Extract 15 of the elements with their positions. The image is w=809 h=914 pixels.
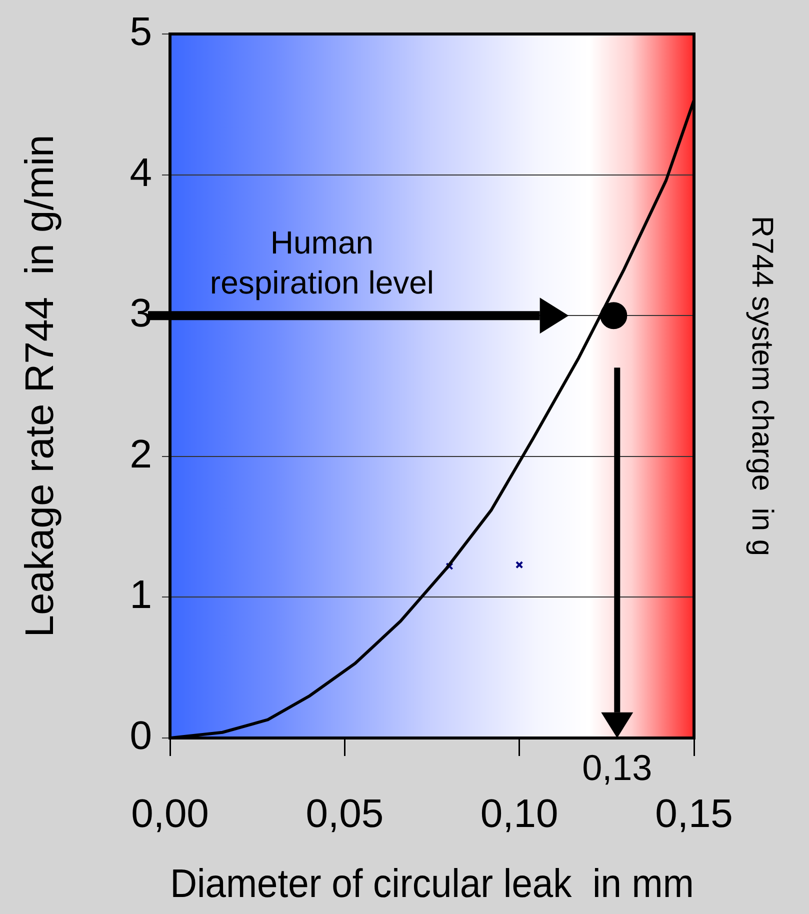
x-tick-label: 0,05 (306, 792, 384, 836)
ref-line-label: 0,13 (582, 746, 652, 788)
y-axis-title: Leakage rate R744 in g/min (18, 134, 62, 638)
y-tick-label: 3 (130, 292, 152, 336)
y-tick-label: 4 (130, 150, 152, 195)
x-tick-label: 0,10 (480, 792, 558, 836)
x-tick-label: 0,15 (655, 792, 733, 836)
y-tick-label: 2 (130, 432, 152, 476)
y-tick-label: 5 (130, 10, 152, 54)
y2-axis-title: R744 system charge in g (746, 216, 779, 556)
x-tick-label: 0,00 (131, 792, 209, 836)
y-tick-label: 0 (130, 714, 152, 758)
y-tick-label: 1 (130, 573, 152, 618)
ref-line-label: Human respiration level (210, 224, 434, 301)
x-axis-title: Diameter of circular leak in mm (170, 862, 694, 906)
